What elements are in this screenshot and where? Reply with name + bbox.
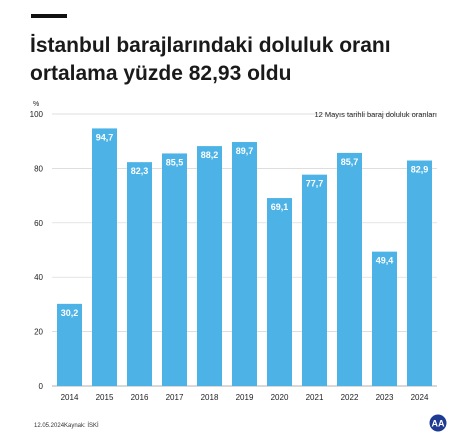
title-line-1: İstanbul barajlarındaki doluluk oranı: [30, 34, 391, 57]
page-title: İstanbul barajlarındaki doluluk oranı or…: [30, 32, 450, 88]
bar-value-label: 69,1: [271, 202, 289, 212]
svg-text:AA: AA: [432, 419, 445, 429]
bar-value-label: 30,2: [61, 308, 79, 318]
bar-value-label: 89,7: [236, 146, 254, 156]
y-tick-label: 20: [34, 328, 43, 337]
bar-2022: [337, 152, 362, 386]
title-line-2: ortalama yüzde 82,93 oldu: [30, 62, 292, 85]
x-tick-label: 2016: [131, 393, 149, 402]
x-tick-label: 2015: [96, 393, 114, 402]
bar-2021: [302, 174, 327, 386]
x-tick-label: 2014: [61, 393, 79, 402]
bar-value-label: 77,7: [306, 179, 324, 189]
x-tick-label: 2022: [341, 393, 359, 402]
bar-2020: [267, 198, 292, 386]
x-tick-label: 2023: [376, 393, 394, 402]
bar-value-label: 85,7: [341, 157, 359, 167]
x-tick-label: 2017: [166, 393, 184, 402]
y-axis-label: %: [33, 101, 39, 108]
bar-value-label: 49,4: [376, 256, 394, 266]
y-tick-label: 100: [30, 110, 44, 119]
bar-2024: [407, 160, 432, 386]
x-tick-label: 2024: [411, 393, 429, 402]
x-tick-label: 2021: [306, 393, 324, 402]
x-tick-label: 2019: [236, 393, 254, 402]
bar-value-label: 82,3: [131, 166, 149, 176]
y-tick-label: 0: [39, 382, 44, 391]
top-rule: [31, 14, 67, 18]
y-tick-label: 80: [34, 164, 43, 173]
bar-value-label: 85,5: [166, 157, 184, 167]
bar-2014: [57, 303, 82, 386]
chart-title: 12 Mayıs tarihli baraj doluluk oranları: [314, 110, 437, 119]
x-tick-label: 2018: [201, 393, 219, 402]
footer-source: Kaynak: İSKİ: [64, 423, 99, 429]
bar-value-label: 88,2: [201, 150, 219, 160]
x-tick-label: 2020: [271, 393, 289, 402]
bar-2016: [127, 162, 152, 386]
y-tick-label: 40: [34, 273, 43, 282]
aa-logo: AA: [429, 414, 447, 432]
footer-date: 12.05.2024: [34, 423, 65, 429]
bar-2017: [162, 153, 187, 386]
bar-2019: [232, 142, 257, 386]
bar-2018: [197, 146, 222, 386]
y-tick-label: 60: [34, 219, 43, 228]
bar-value-label: 82,9: [411, 165, 429, 175]
bar-2015: [92, 128, 117, 386]
bar-2023: [372, 251, 397, 386]
bar-value-label: 94,7: [96, 132, 114, 142]
